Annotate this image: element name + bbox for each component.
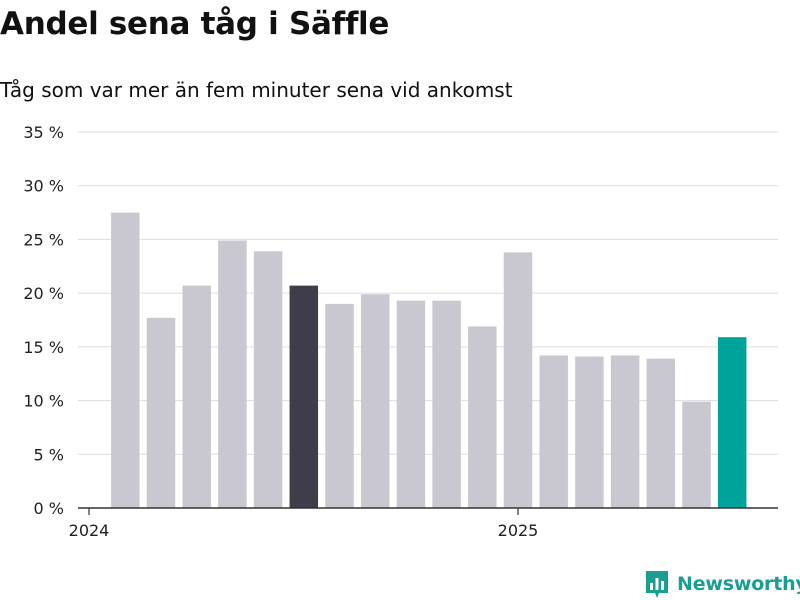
bar xyxy=(717,337,747,508)
bar xyxy=(468,326,497,508)
y-tick-label: 10 % xyxy=(23,392,64,411)
bar xyxy=(146,317,176,508)
x-tick-label: 2025 xyxy=(498,521,539,540)
y-tick-label: 20 % xyxy=(23,284,64,303)
bar xyxy=(432,300,461,508)
bar xyxy=(289,285,319,508)
chart-title: Andel sena tåg i Säffle xyxy=(0,6,390,42)
y-tick-label: 0 % xyxy=(34,499,64,518)
bar xyxy=(575,356,604,508)
bar xyxy=(646,358,676,508)
y-tick-label: 25 % xyxy=(23,230,64,249)
newsworthy-logo-icon xyxy=(646,571,668,598)
bar xyxy=(503,252,533,508)
bar xyxy=(111,212,140,509)
bar xyxy=(610,355,640,508)
bar xyxy=(396,300,426,508)
bar xyxy=(182,285,211,508)
y-tick-label: 35 % xyxy=(23,123,64,142)
y-tick-label: 30 % xyxy=(23,177,64,196)
bar xyxy=(325,303,354,508)
y-tick-label: 5 % xyxy=(34,445,64,464)
y-axis-ticks: 0 % 5 % 10 % 15 % 20 % 25 % 30 % 35 % xyxy=(23,123,64,518)
chart-subtitle: Tåg som var mer än fem minuter sena vid … xyxy=(0,78,513,102)
bar xyxy=(360,294,390,508)
bar xyxy=(218,240,247,508)
y-tick-label: 15 % xyxy=(23,338,64,357)
bar xyxy=(539,355,568,508)
x-axis: 2024 2025 xyxy=(69,507,778,540)
bars xyxy=(111,212,747,509)
newsworthy-logo: Newsworthy xyxy=(644,568,800,600)
bar xyxy=(682,401,711,508)
newsworthy-brand-name: Newsworthy xyxy=(677,573,800,595)
bar xyxy=(253,251,283,508)
x-tick-label: 2024 xyxy=(69,521,110,540)
